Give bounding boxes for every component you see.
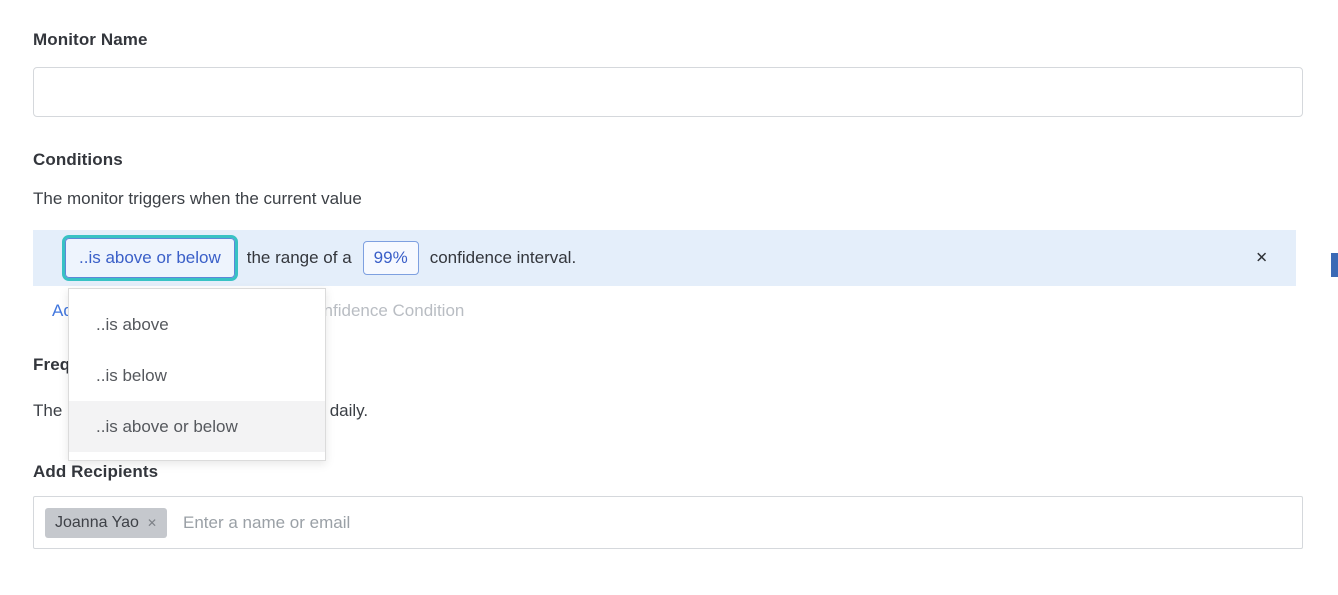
dropdown-option-is-above[interactable]: ..is above	[96, 314, 169, 334]
remove-condition-close-icon[interactable]: ✕	[1255, 249, 1268, 267]
recipients-input-container[interactable]: Joanna Yao ✕	[33, 496, 1303, 549]
add-recipients-label: Add Recipients	[33, 462, 159, 481]
scrollbar-thumb[interactable]	[1331, 253, 1338, 277]
dropdown-option-is-above-or-below[interactable]: ..is above or below	[69, 401, 325, 452]
recipient-tag-remove-icon[interactable]: ✕	[146, 515, 157, 530]
monitor-name-label: Monitor Name	[33, 30, 148, 49]
confidence-condition-row: ..is above or below the range of a 99% c…	[33, 230, 1296, 286]
range-text: the range of a	[246, 248, 352, 267]
conditions-heading: Conditions	[33, 150, 123, 169]
monitor-name-input[interactable]	[33, 67, 1303, 117]
confidence-value-input[interactable]: 99%	[362, 241, 419, 275]
recipient-tag-name: Joanna Yao	[55, 513, 139, 531]
operator-dropdown-menu: ..is above ..is below ..is above or belo…	[68, 288, 326, 461]
operator-dropdown-value: ..is above or below	[65, 238, 235, 278]
confidence-suffix-text: confidence interval.	[429, 248, 577, 267]
recipient-tag: Joanna Yao ✕	[45, 507, 167, 538]
dropdown-option-is-below[interactable]: ..is below	[96, 365, 167, 385]
conditions-description: The monitor triggers when the current va…	[33, 189, 362, 208]
recipients-input[interactable]	[183, 512, 1302, 533]
operator-dropdown-button[interactable]: ..is above or below	[62, 235, 238, 281]
